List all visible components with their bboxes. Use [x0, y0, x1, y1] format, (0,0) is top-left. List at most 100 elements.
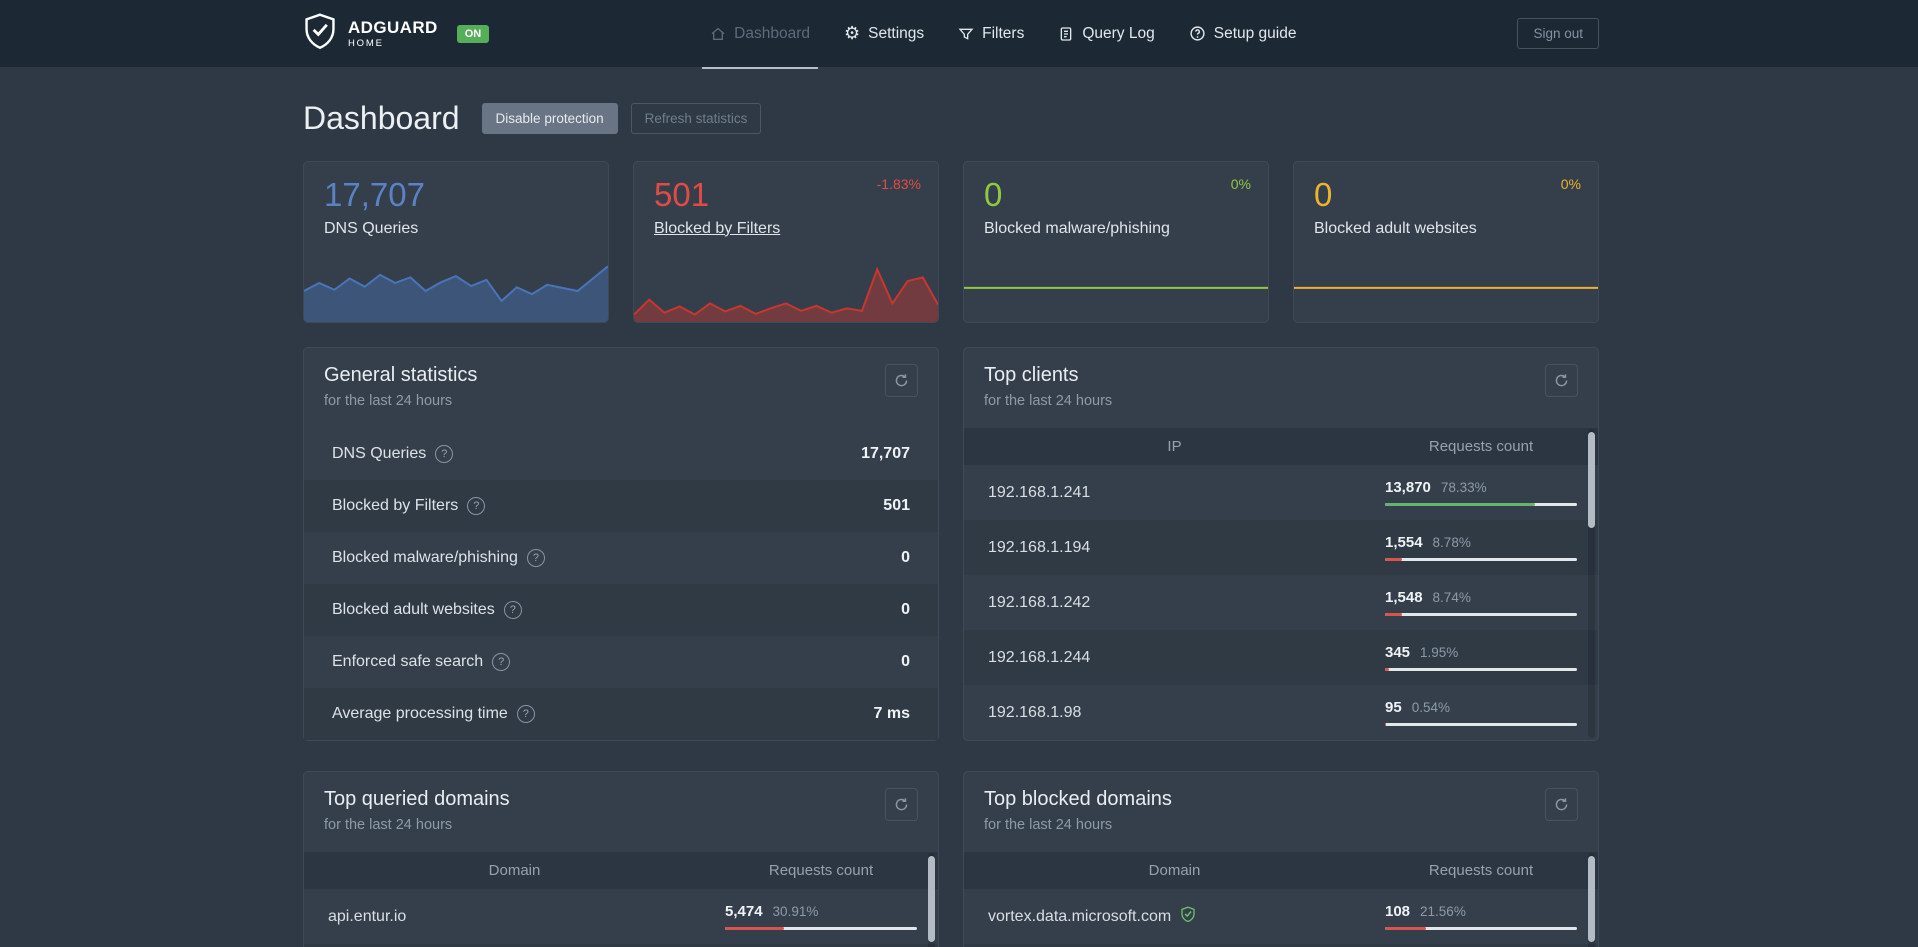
- progress-bar: [1385, 613, 1577, 616]
- top-clients-card: Top clients for the last 24 hours IP Req…: [963, 347, 1599, 741]
- card-title: Top clients: [984, 364, 1079, 386]
- domain-name[interactable]: api.entur.io: [328, 907, 407, 925]
- general-statistics-card: General statistics for the last 24 hours…: [303, 347, 939, 741]
- help-icon[interactable]: [435, 445, 454, 463]
- requests-percent: 78.33%: [1440, 480, 1487, 495]
- progress-fill: [1385, 503, 1536, 506]
- client-ip[interactable]: 192.168.1.241: [988, 483, 1091, 501]
- stat-delta: -1.83%: [876, 176, 921, 192]
- home-icon: [710, 26, 726, 42]
- shield-check-logo-icon: [303, 12, 337, 55]
- scrollbar-track: [1588, 429, 1595, 738]
- refresh-icon[interactable]: [1545, 364, 1578, 397]
- disable-protection-button[interactable]: Disable protection: [481, 103, 618, 134]
- domain-cell: vortex.data.microsoft.com: [964, 906, 1385, 927]
- card-title: Top queried domains: [324, 788, 510, 810]
- stat-card-blocked-by-filters: -1.83% 501 Blocked by Filters: [633, 161, 939, 323]
- stat-value: 17,707: [324, 176, 425, 213]
- help-icon[interactable]: [467, 497, 486, 515]
- column-header-domain[interactable]: Domain: [1148, 862, 1201, 879]
- app-header: ADGUARD HOME ON Dashboard Settings Filte…: [0, 0, 1918, 69]
- progress-fill: [1385, 558, 1402, 561]
- stat-value: 501: [654, 176, 710, 213]
- brand-subtitle: HOME: [348, 37, 384, 49]
- progress-fill: [1385, 723, 1387, 726]
- stat-label: Blocked adult websites: [1314, 219, 1477, 237]
- stat-label: DNS Queries: [324, 219, 419, 237]
- column-header-requests[interactable]: Requests count: [1428, 438, 1534, 455]
- progress-fill: [725, 927, 785, 930]
- client-row: 192.168.1.244 345 1.95%: [964, 630, 1598, 685]
- blocked-filters-sparkline: [634, 260, 938, 322]
- column-header-requests[interactable]: Requests count: [1428, 862, 1534, 879]
- scrollbar-thumb[interactable]: [928, 856, 935, 942]
- scrollbar-thumb[interactable]: [1588, 856, 1595, 942]
- client-ip[interactable]: 192.168.1.194: [988, 538, 1091, 556]
- top-queried-table: api.entur.io 5,474 30.91%: [304, 889, 938, 947]
- card-title: Top blocked domains: [984, 788, 1172, 810]
- protection-status-badge: ON: [456, 24, 490, 43]
- client-row: 192.168.1.241 13,870 78.33%: [964, 465, 1598, 520]
- progress-bar: [1385, 723, 1577, 726]
- requests-count: 345: [1385, 644, 1411, 661]
- column-header-requests[interactable]: Requests count: [768, 862, 874, 879]
- domain-row-partial: [304, 944, 938, 947]
- requests-count: 95: [1385, 699, 1402, 716]
- requests-count: 1,548: [1385, 589, 1423, 606]
- nav-settings[interactable]: Settings: [844, 0, 924, 67]
- stat-row-dns-queries: DNS Queries17,707: [304, 428, 938, 480]
- client-ip[interactable]: 192.168.1.242: [988, 593, 1091, 611]
- progress-fill: [1385, 668, 1389, 671]
- requests-count: 1,554: [1385, 534, 1423, 551]
- card-subtitle: for the last 24 hours: [324, 393, 453, 409]
- card-subtitle: for the last 24 hours: [984, 393, 1113, 409]
- stat-cards-row: 17,707 DNS Queries -1.83% 501 Blocked by…: [303, 161, 1599, 323]
- client-row: 192.168.1.98 95 0.54%: [964, 685, 1598, 740]
- refresh-statistics-button[interactable]: Refresh statistics: [630, 103, 762, 134]
- help-icon[interactable]: [503, 601, 522, 619]
- scrollbar-thumb[interactable]: [1588, 432, 1595, 528]
- help-icon[interactable]: [526, 549, 545, 567]
- progress-bar: [1385, 927, 1577, 930]
- domain-name[interactable]: vortex.data.microsoft.com: [988, 907, 1172, 925]
- stat-card-blocked-malware: 0% 0 Blocked malware/phishing: [963, 161, 1269, 323]
- refresh-icon[interactable]: [885, 364, 918, 397]
- stat-row-blocked-filters: Blocked by Filters501: [304, 480, 938, 532]
- requests-percent: 0.54%: [1411, 700, 1450, 715]
- table-header: Domain Requests count: [964, 852, 1598, 889]
- requests-percent: 8.78%: [1432, 535, 1471, 550]
- nav-query-log[interactable]: Query Log: [1058, 0, 1155, 67]
- requests-count: 5,474: [725, 903, 763, 920]
- nav-dashboard[interactable]: Dashboard: [702, 0, 818, 69]
- adguard-logo[interactable]: ADGUARD HOME ON: [303, 12, 490, 55]
- blocked-by-filters-link[interactable]: Blocked by Filters: [654, 219, 781, 237]
- progress-bar: [1385, 668, 1577, 671]
- card-title: General statistics: [324, 364, 478, 386]
- question-circle-icon: [1189, 25, 1206, 42]
- nav-filters[interactable]: Filters: [958, 0, 1024, 67]
- blocked-malware-sparkline: [964, 260, 1268, 322]
- stat-label: Blocked malware/phishing: [984, 219, 1170, 237]
- column-header-ip[interactable]: IP: [1167, 438, 1182, 455]
- client-ip[interactable]: 192.168.1.98: [988, 703, 1082, 721]
- stat-delta: 0%: [1560, 176, 1581, 192]
- gear-icon: [844, 24, 860, 44]
- funnel-icon: [958, 26, 974, 42]
- help-icon[interactable]: [492, 653, 511, 671]
- column-header-domain[interactable]: Domain: [488, 862, 541, 879]
- stat-row-safe-search: Enforced safe search0: [304, 636, 938, 688]
- client-ip[interactable]: 192.168.1.244: [988, 648, 1091, 666]
- card-subtitle: for the last 24 hours: [984, 817, 1113, 833]
- main-nav: Dashboard Settings Filters Query Log Set…: [702, 0, 1296, 69]
- client-row: 192.168.1.194 1,554 8.78%: [964, 520, 1598, 575]
- help-icon[interactable]: [516, 705, 535, 723]
- stat-delta: 0%: [1230, 176, 1251, 192]
- dashboard-page: Dashboard Disable protection Refresh sta…: [303, 67, 1599, 947]
- nav-setup-guide[interactable]: Setup guide: [1189, 0, 1296, 67]
- refresh-icon[interactable]: [885, 788, 918, 821]
- sign-out-button[interactable]: Sign out: [1517, 18, 1599, 49]
- refresh-icon[interactable]: [1545, 788, 1578, 821]
- domain-row-partial: [964, 944, 1598, 947]
- tracker-shield-check-icon: [1180, 906, 1196, 927]
- progress-bar: [725, 927, 917, 930]
